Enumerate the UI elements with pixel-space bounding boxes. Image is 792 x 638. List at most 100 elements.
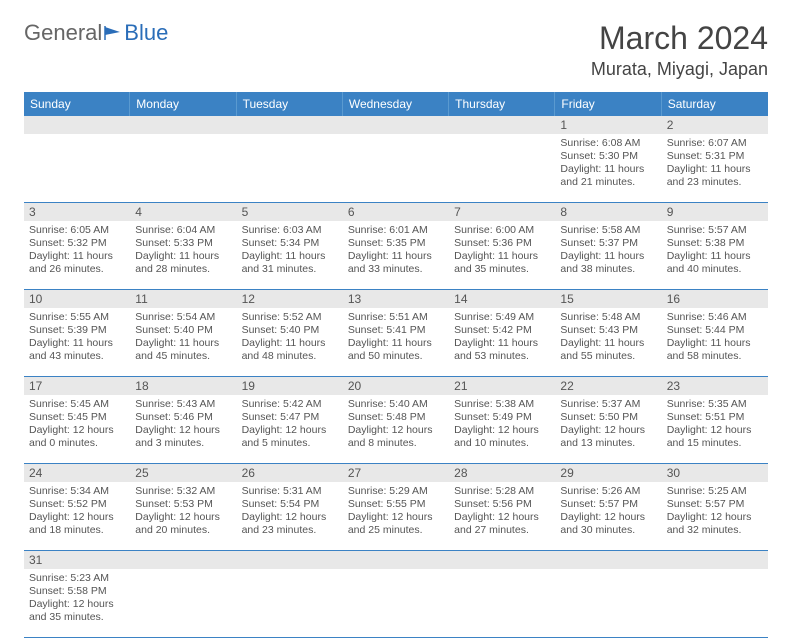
daylight-text: Daylight: 12 hours and 8 minutes. — [348, 424, 444, 450]
day-number — [343, 116, 449, 134]
sunrise-text: Sunrise: 6:04 AM — [135, 224, 231, 237]
day-number — [662, 551, 768, 569]
sunrise-text: Sunrise: 5:54 AM — [135, 311, 231, 324]
sunset-text: Sunset: 5:40 PM — [242, 324, 338, 337]
day-cell — [24, 134, 130, 202]
day-number-row: 12 — [24, 116, 768, 134]
day-cell: Sunrise: 5:25 AMSunset: 5:57 PMDaylight:… — [662, 482, 768, 550]
sunset-text: Sunset: 5:35 PM — [348, 237, 444, 250]
sunset-text: Sunset: 5:47 PM — [242, 411, 338, 424]
daylight-text: Daylight: 11 hours and 53 minutes. — [454, 337, 550, 363]
sunrise-text: Sunrise: 6:03 AM — [242, 224, 338, 237]
sunset-text: Sunset: 5:57 PM — [667, 498, 763, 511]
day-number: 5 — [237, 203, 343, 221]
sunset-text: Sunset: 5:45 PM — [29, 411, 125, 424]
daylight-text: Daylight: 12 hours and 3 minutes. — [135, 424, 231, 450]
sunrise-text: Sunrise: 5:43 AM — [135, 398, 231, 411]
sunrise-text: Sunrise: 5:52 AM — [242, 311, 338, 324]
daylight-text: Daylight: 11 hours and 58 minutes. — [667, 337, 763, 363]
sunrise-text: Sunrise: 5:35 AM — [667, 398, 763, 411]
day-cell: Sunrise: 6:07 AMSunset: 5:31 PMDaylight:… — [662, 134, 768, 202]
day-number-row: 10111213141516 — [24, 290, 768, 308]
sunset-text: Sunset: 5:52 PM — [29, 498, 125, 511]
day-cell: Sunrise: 5:57 AMSunset: 5:38 PMDaylight:… — [662, 221, 768, 289]
sunset-text: Sunset: 5:38 PM — [667, 237, 763, 250]
day-number: 31 — [24, 551, 130, 569]
day-number — [449, 116, 555, 134]
day-cell: Sunrise: 5:43 AMSunset: 5:46 PMDaylight:… — [130, 395, 236, 463]
week-row: Sunrise: 5:45 AMSunset: 5:45 PMDaylight:… — [24, 395, 768, 464]
sunrise-text: Sunrise: 6:07 AM — [667, 137, 763, 150]
location: Murata, Miyagi, Japan — [591, 59, 768, 80]
day-header-wednesday: Wednesday — [343, 92, 449, 116]
sunrise-text: Sunrise: 5:37 AM — [560, 398, 656, 411]
day-number: 18 — [130, 377, 236, 395]
day-cell: Sunrise: 5:32 AMSunset: 5:53 PMDaylight:… — [130, 482, 236, 550]
day-cell — [662, 569, 768, 637]
sunset-text: Sunset: 5:33 PM — [135, 237, 231, 250]
day-number-row: 17181920212223 — [24, 377, 768, 395]
logo: General Blue — [24, 20, 168, 46]
sunset-text: Sunset: 5:58 PM — [29, 585, 125, 598]
day-cell: Sunrise: 5:35 AMSunset: 5:51 PMDaylight:… — [662, 395, 768, 463]
day-cell — [449, 134, 555, 202]
day-number — [130, 551, 236, 569]
day-cell — [237, 569, 343, 637]
day-cell: Sunrise: 5:45 AMSunset: 5:45 PMDaylight:… — [24, 395, 130, 463]
week-row: Sunrise: 5:55 AMSunset: 5:39 PMDaylight:… — [24, 308, 768, 377]
month-title: March 2024 — [591, 20, 768, 57]
day-number: 19 — [237, 377, 343, 395]
day-number: 4 — [130, 203, 236, 221]
day-number: 1 — [555, 116, 661, 134]
sunset-text: Sunset: 5:50 PM — [560, 411, 656, 424]
day-cell: Sunrise: 5:42 AMSunset: 5:47 PMDaylight:… — [237, 395, 343, 463]
day-number — [343, 551, 449, 569]
day-header-tuesday: Tuesday — [237, 92, 343, 116]
daylight-text: Daylight: 12 hours and 13 minutes. — [560, 424, 656, 450]
sunset-text: Sunset: 5:51 PM — [667, 411, 763, 424]
weeks-container: 12Sunrise: 6:08 AMSunset: 5:30 PMDayligh… — [24, 116, 768, 638]
day-cell: Sunrise: 5:37 AMSunset: 5:50 PMDaylight:… — [555, 395, 661, 463]
day-number: 25 — [130, 464, 236, 482]
day-cell — [343, 569, 449, 637]
sunrise-text: Sunrise: 6:00 AM — [454, 224, 550, 237]
day-number: 2 — [662, 116, 768, 134]
sunset-text: Sunset: 5:54 PM — [242, 498, 338, 511]
daylight-text: Daylight: 11 hours and 21 minutes. — [560, 163, 656, 189]
day-number: 10 — [24, 290, 130, 308]
day-cell — [237, 134, 343, 202]
day-cell: Sunrise: 5:48 AMSunset: 5:43 PMDaylight:… — [555, 308, 661, 376]
week-row: Sunrise: 5:23 AMSunset: 5:58 PMDaylight:… — [24, 569, 768, 638]
day-number: 13 — [343, 290, 449, 308]
sunrise-text: Sunrise: 6:01 AM — [348, 224, 444, 237]
week-row: Sunrise: 5:34 AMSunset: 5:52 PMDaylight:… — [24, 482, 768, 551]
day-cell: Sunrise: 6:01 AMSunset: 5:35 PMDaylight:… — [343, 221, 449, 289]
sunset-text: Sunset: 5:56 PM — [454, 498, 550, 511]
day-number: 30 — [662, 464, 768, 482]
day-header-saturday: Saturday — [662, 92, 768, 116]
sunset-text: Sunset: 5:49 PM — [454, 411, 550, 424]
day-cell: Sunrise: 5:51 AMSunset: 5:41 PMDaylight:… — [343, 308, 449, 376]
sunset-text: Sunset: 5:30 PM — [560, 150, 656, 163]
day-header-row: Sunday Monday Tuesday Wednesday Thursday… — [24, 92, 768, 116]
logo-text-general: General — [24, 20, 102, 46]
logo-flag-icon — [104, 26, 122, 40]
day-cell — [130, 569, 236, 637]
sunset-text: Sunset: 5:55 PM — [348, 498, 444, 511]
day-number: 8 — [555, 203, 661, 221]
day-cell: Sunrise: 5:34 AMSunset: 5:52 PMDaylight:… — [24, 482, 130, 550]
sunset-text: Sunset: 5:40 PM — [135, 324, 231, 337]
daylight-text: Daylight: 12 hours and 5 minutes. — [242, 424, 338, 450]
day-cell: Sunrise: 5:29 AMSunset: 5:55 PMDaylight:… — [343, 482, 449, 550]
sunrise-text: Sunrise: 5:48 AM — [560, 311, 656, 324]
sunrise-text: Sunrise: 6:08 AM — [560, 137, 656, 150]
day-cell: Sunrise: 6:03 AMSunset: 5:34 PMDaylight:… — [237, 221, 343, 289]
logo-text-blue: Blue — [124, 20, 168, 46]
day-cell: Sunrise: 5:58 AMSunset: 5:37 PMDaylight:… — [555, 221, 661, 289]
day-cell: Sunrise: 5:52 AMSunset: 5:40 PMDaylight:… — [237, 308, 343, 376]
daylight-text: Daylight: 12 hours and 30 minutes. — [560, 511, 656, 537]
daylight-text: Daylight: 11 hours and 48 minutes. — [242, 337, 338, 363]
sunrise-text: Sunrise: 5:58 AM — [560, 224, 656, 237]
sunset-text: Sunset: 5:43 PM — [560, 324, 656, 337]
day-number: 20 — [343, 377, 449, 395]
